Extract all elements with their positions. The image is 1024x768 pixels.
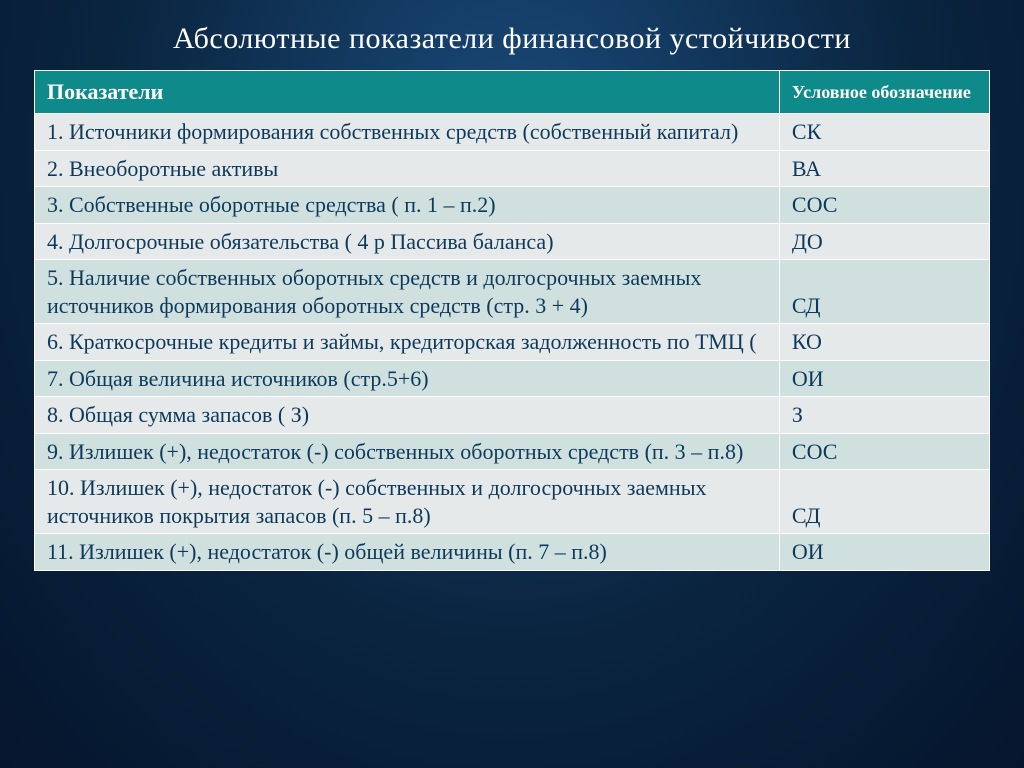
symbol-cell: СОС bbox=[779, 433, 989, 470]
table-row: 3. Собственные оборотные средства ( п. 1… bbox=[35, 187, 990, 224]
indicator-cell: 8. Общая сумма запасов ( З) bbox=[35, 397, 780, 434]
table-row: 4. Долгосрочные обязательства ( 4 р Пасс… bbox=[35, 223, 990, 260]
indicator-cell: 6. Краткосрочные кредиты и займы, кредит… bbox=[35, 324, 780, 361]
symbol-cell: СД bbox=[779, 470, 989, 534]
table-header-row: Показатели Условное обозначение bbox=[35, 71, 990, 114]
table-row: 1. Источники формирования собственных ср… bbox=[35, 114, 990, 151]
symbol-cell: СД bbox=[779, 260, 989, 324]
indicator-cell: 11. Излишек (+), недостаток (-) общей ве… bbox=[35, 534, 780, 571]
indicator-cell: 5. Наличие собственных оборотных средств… bbox=[35, 260, 780, 324]
indicator-cell: 9. Излишек (+), недостаток (-) собственн… bbox=[35, 433, 780, 470]
table-row: 5. Наличие собственных оборотных средств… bbox=[35, 260, 990, 324]
table-row: 9. Излишек (+), недостаток (-) собственн… bbox=[35, 433, 990, 470]
table-row: 7. Общая величина источников (стр.5+6)ОИ bbox=[35, 360, 990, 397]
slide: Абсолютные показатели финансовой устойчи… bbox=[0, 0, 1024, 768]
indicator-cell: 1. Источники формирования собственных ср… bbox=[35, 114, 780, 151]
indicators-table: Показатели Условное обозначение 1. Источ… bbox=[34, 70, 990, 571]
table-row: 6. Краткосрочные кредиты и займы, кредит… bbox=[35, 324, 990, 361]
table-row: 2. Внеоборотные активыВА bbox=[35, 150, 990, 187]
symbol-cell: СК bbox=[779, 114, 989, 151]
indicator-cell: 2. Внеоборотные активы bbox=[35, 150, 780, 187]
table-header-indicator: Показатели bbox=[35, 71, 780, 114]
indicator-cell: 10. Излишек (+), недостаток (-) собствен… bbox=[35, 470, 780, 534]
symbol-cell: КО bbox=[779, 324, 989, 361]
table-row: 10. Излишек (+), недостаток (-) собствен… bbox=[35, 470, 990, 534]
page-title: Абсолютные показатели финансовой устойчи… bbox=[34, 22, 990, 56]
symbol-cell: ДО bbox=[779, 223, 989, 260]
indicator-cell: 7. Общая величина источников (стр.5+6) bbox=[35, 360, 780, 397]
symbol-cell: ВА bbox=[779, 150, 989, 187]
indicator-cell: 3. Собственные оборотные средства ( п. 1… bbox=[35, 187, 780, 224]
table-header-symbol: Условное обозначение bbox=[779, 71, 989, 114]
table-row: 8. Общая сумма запасов ( З)З bbox=[35, 397, 990, 434]
symbol-cell: ОИ bbox=[779, 360, 989, 397]
table-row: 11. Излишек (+), недостаток (-) общей ве… bbox=[35, 534, 990, 571]
symbol-cell: З bbox=[779, 397, 989, 434]
symbol-cell: СОС bbox=[779, 187, 989, 224]
indicator-cell: 4. Долгосрочные обязательства ( 4 р Пасс… bbox=[35, 223, 780, 260]
symbol-cell: ОИ bbox=[779, 534, 989, 571]
